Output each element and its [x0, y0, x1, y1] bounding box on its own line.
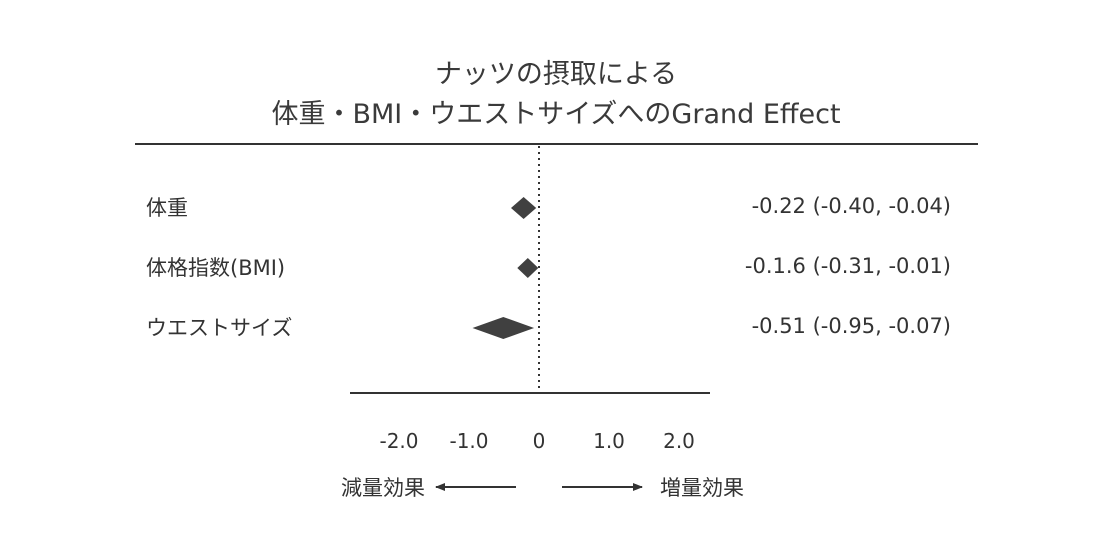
effect-diamond	[511, 197, 537, 219]
x-tick-label: 2.0	[663, 429, 695, 453]
chart-title-line-2: 体重・BMI・ウエストサイズへのGrand Effect	[271, 99, 841, 130]
direction-label-increase: 増量効果	[660, 476, 744, 500]
chart-title-line-1: ナッツの摂取による	[434, 59, 678, 90]
x-tick-label: -1.0	[449, 429, 488, 453]
row-label: 体重	[146, 196, 188, 220]
effect-diamond	[472, 317, 535, 339]
effect-ci-text: -0.22 (-0.40, -0.04)	[752, 194, 951, 218]
effect-ci-text: -0.1.6 (-0.31, -0.01)	[745, 254, 951, 278]
x-tick-label: 0	[533, 429, 546, 453]
x-tick-label: 1.0	[593, 429, 625, 453]
effect-ci-text: -0.51 (-0.95, -0.07)	[752, 314, 951, 338]
direction-label-decrease: 減量効果	[341, 476, 425, 500]
row-label: ウエストサイズ	[146, 316, 292, 340]
row-label: 体格指数(BMI)	[146, 256, 285, 280]
effect-diamond	[517, 258, 539, 278]
x-tick-label: -2.0	[379, 429, 418, 453]
